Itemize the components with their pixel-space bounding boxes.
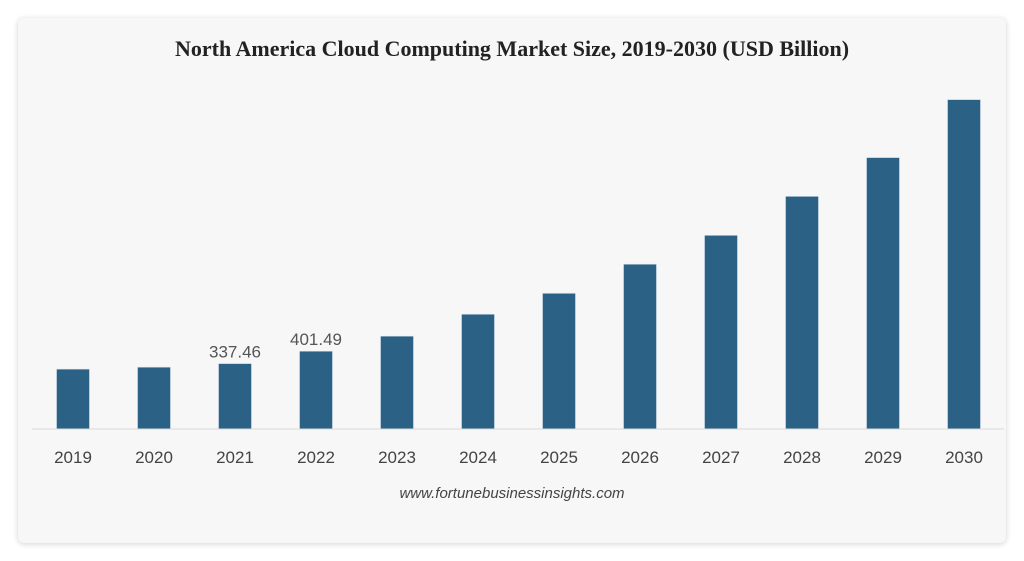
x-tick-label-2029: 2029 [864,448,902,467]
bar-2022 [299,350,333,430]
x-tick-label-2030: 2030 [945,448,983,467]
x-tick-label-2019: 2019 [54,448,92,467]
bar-2030 [947,99,981,430]
bar-2021 [218,363,252,430]
x-tick-label-2020: 2020 [135,448,173,467]
x-tick-label-2027: 2027 [702,448,740,467]
bar-2028 [785,196,819,430]
chart-title: North America Cloud Computing Market Siz… [174,36,850,61]
bar-2029 [866,157,900,430]
x-tick-label-2025: 2025 [540,448,578,467]
chart-card [18,18,1006,543]
bar-2019 [56,368,90,430]
bar-2023 [380,335,414,430]
bar-2020 [137,366,171,430]
x-tick-label-2024: 2024 [459,448,497,467]
bar-2024 [461,313,495,430]
bar-2025 [542,292,576,430]
x-tick-label-2028: 2028 [783,448,821,467]
x-tick-label-2026: 2026 [621,448,659,467]
source-text: www.fortunebusinessinsights.com [399,485,625,502]
bar-2026 [623,263,657,430]
bar-2027 [704,235,738,430]
data-label-2022: 401.49 [290,330,342,349]
data-label-2021: 337.46 [209,343,261,362]
x-tick-label-2021: 2021 [216,448,254,467]
x-tick-label-2023: 2023 [378,448,416,467]
x-tick-label-2022: 2022 [297,448,335,467]
